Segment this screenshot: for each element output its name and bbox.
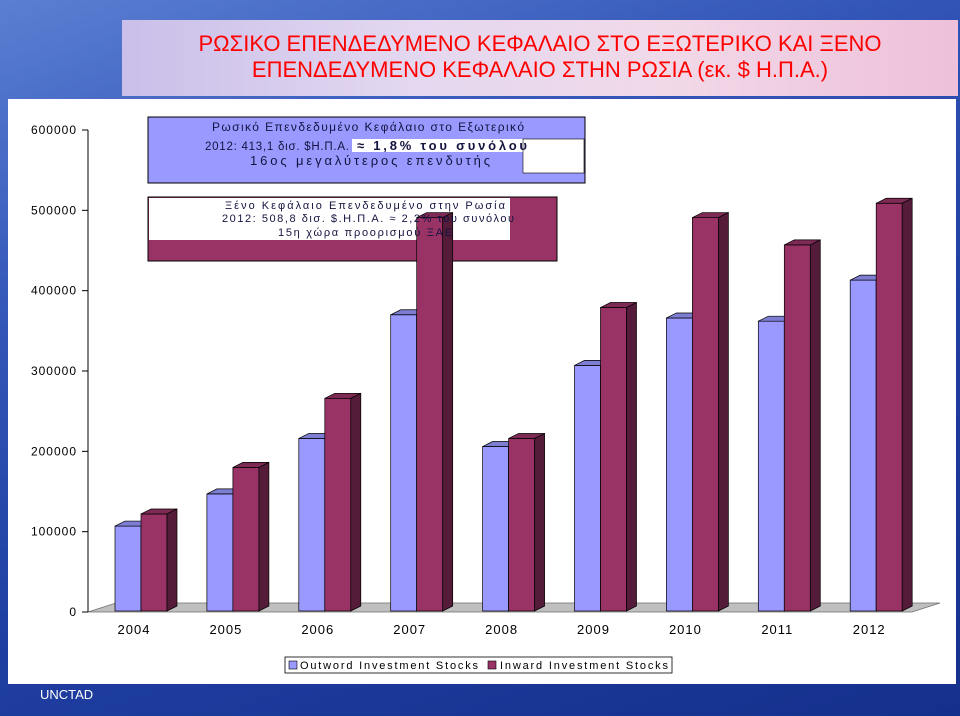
y-axis	[82, 129, 89, 613]
bar-inward-2010	[692, 211, 729, 612]
inward-annotation-text: Ξένο Κεφάλαιο Επενδεδυμένο στην Ρωσία 20…	[222, 200, 514, 239]
bar-front-face	[600, 307, 627, 612]
bar-front-face	[324, 397, 352, 612]
x-tick-label: 2012	[853, 622, 886, 637]
legend-swatch-outward	[288, 660, 298, 670]
bar-side-face	[809, 239, 821, 612]
bar-side-face	[534, 432, 545, 612]
source-footer: UNCTAD	[40, 687, 94, 702]
bar-side-face	[350, 392, 362, 612]
x-tick-label: 2010	[669, 622, 702, 637]
bar-inward-2009	[600, 301, 637, 612]
slide-title-line-2: ΕΠΕΝΔΕΔΥΜΕΝΟ ΚΕΦΑΛΑΙΟ ΣΤΗΝ ΡΩΣΙΑ (εκ. $ …	[251, 57, 829, 82]
bar-side-face	[442, 211, 454, 612]
legend-box	[284, 656, 673, 674]
legend-label-outward: Outword Investment Stocks	[300, 660, 479, 672]
bar-side-face	[718, 211, 729, 612]
bar-side-face	[901, 197, 913, 612]
bar-front-face	[666, 317, 693, 612]
bar-side-face	[258, 461, 270, 612]
bar-side-face	[626, 301, 637, 612]
x-tick-label: 2008	[485, 622, 518, 637]
y-tick-label: 600000	[31, 123, 77, 137]
bar-front-face	[692, 217, 719, 612]
bar-front-face	[783, 244, 811, 612]
bar-front-face	[114, 525, 142, 612]
x-tick-label: 2004	[118, 622, 151, 637]
bar-inward-2008	[508, 432, 545, 612]
outward-annotation-box: Ρωσικό Επενδεδυμένο Κεφάλαιο στο Εξωτερι…	[147, 116, 586, 184]
y-tick-label: 300000	[31, 364, 77, 378]
bar-front-face	[298, 438, 326, 612]
bar-front-face	[757, 320, 785, 612]
bar-front-face	[508, 438, 535, 612]
outward-annotation-value: 2012: 413,1 δισ. $Η.Π.Α.	[205, 141, 349, 153]
inward-annotation-rank: 15η χώρα προορισμού ΞΑΕ	[278, 227, 452, 239]
inward-annotation-value: 2012: 508,8 δισ. $.Η.Π.Α. ≈ 2,2% του συν…	[222, 213, 514, 225]
outward-annotation-rank: 16ος μεγαλύτερος επενδυτής	[250, 153, 490, 168]
bar-front-face	[416, 217, 444, 612]
inward-annotation-title: Ξένο Κεφάλαιο Επενδεδυμένο στην Ρωσία	[225, 200, 506, 212]
legend-label-inward: Inward Investment Stocks	[500, 660, 669, 672]
x-tick-label: 2011	[761, 622, 793, 637]
bar-front-face	[206, 493, 234, 612]
legend-swatch-inward	[487, 660, 497, 670]
bar-side-face	[166, 508, 178, 612]
bar-front-face	[849, 279, 877, 612]
y-axis-labels: 0 100000 200000 300000 400000 500000 600000	[31, 123, 77, 619]
bar-inward-2012	[875, 197, 913, 612]
bar-inward-2006	[324, 392, 362, 612]
slide-title-line-1: ΡΩΣΙΚΟ ΕΠΕΝΔΕΔΥΜΕΝΟ ΚΕΦΑΛΑΙΟ ΣΤΟ ΕΞΩΤΕΡΙ…	[198, 31, 882, 56]
x-tick-label: 2006	[301, 622, 334, 637]
annotation-white-patch	[522, 138, 585, 174]
bar-inward-2011	[783, 239, 821, 612]
x-axis-labels: 2004 2005 2006 2007 2008 2009 2010 2011 2012	[118, 622, 886, 637]
bar-front-face	[482, 446, 509, 612]
x-tick-label: 2007	[393, 622, 426, 637]
x-tick-label: 2009	[577, 622, 610, 637]
outward-annotation-share: ≈ 1,8% του συνόλου	[357, 138, 527, 153]
bar-front-face	[390, 314, 418, 612]
legend: Outword Investment Stocks Inward Investm…	[284, 656, 673, 674]
y-tick-label: 400000	[31, 284, 77, 298]
bar-front-face	[875, 202, 903, 612]
y-tick-label: 100000	[31, 525, 77, 539]
bar-inward-2004	[140, 508, 178, 612]
bar-inward-2007	[416, 211, 454, 612]
outward-annotation-title: Ρωσικό Επενδεδυμένο Κεφάλαιο στο Εξωτερι…	[212, 120, 524, 134]
x-tick-label: 2005	[209, 622, 242, 637]
bar-inward-2005	[232, 461, 270, 612]
bar-front-face	[140, 513, 168, 612]
bar-front-face	[232, 467, 260, 612]
y-tick-label: 500000	[31, 203, 77, 217]
y-tick-label: 0	[69, 605, 77, 619]
bars	[114, 197, 913, 612]
bar-front-face	[574, 365, 601, 612]
slide-title-box: ΡΩΣΙΚΟ ΕΠΕΝΔΕΔΥΜΕΝΟ ΚΕΦΑΛΑΙΟ ΣΤΟ ΕΞΩΤΕΡΙ…	[122, 20, 958, 96]
y-tick-label: 200000	[31, 444, 77, 458]
